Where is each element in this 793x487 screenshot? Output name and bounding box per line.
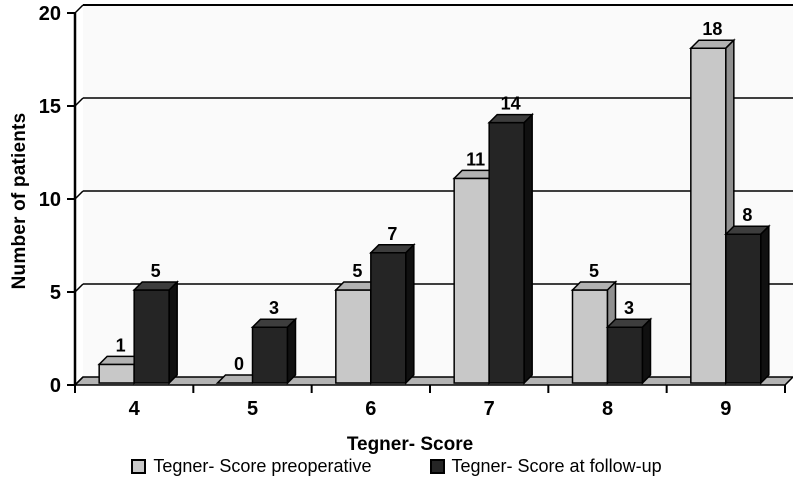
y-tick-label: 10 [39,189,61,211]
legend-item-followup: Tegner- Score at follow-up [429,456,662,477]
legend-swatch-followup-icon [429,459,445,474]
bar-value-label: 5 [352,261,362,281]
y-axis-title: Number of patients [9,112,30,290]
legend-label-followup: Tegner- Score at follow-up [451,456,662,476]
legend-label-preoperative: Tegner- Score preoperative [153,456,372,476]
bar-value-label: 5 [589,261,599,281]
gridlines [83,4,793,285]
x-tick-label: 9 [720,398,731,420]
legend-item-preoperative: Tegner- Score preoperative [131,456,372,477]
bar-5-followup [250,317,298,385]
bar-6-followup [369,242,416,385]
bar-value-label: 7 [387,224,397,244]
bar-value-label: 5 [151,261,161,281]
value-labels: 1 5 0 3 5 7 11 14 5 3 18 8 [116,19,753,374]
axes [67,4,786,393]
bar-7-followup [487,112,534,385]
x-tick-label: 4 [129,398,141,420]
bar-value-label: 14 [501,94,521,114]
y-tick-label: 0 [50,375,61,397]
bar-value-label: 0 [234,354,244,374]
bar-value-label: 8 [742,205,752,225]
x-axis-title: Tegner- Score [346,434,474,455]
chart-legend: Tegner- Score preoperative Tegner- Score… [0,456,793,477]
x-tick-label: 5 [247,398,258,420]
chart-floor [73,376,793,386]
bar-9-followup [724,224,771,385]
y-tick-label: 5 [50,282,61,304]
bar-value-label: 3 [269,298,279,318]
bars [97,38,771,385]
x-tick-label: 8 [602,398,613,420]
y-tick-label: 20 [39,3,61,25]
y-tick-label: 15 [39,96,61,118]
x-tick-label: 7 [484,398,495,420]
x-tick-label: 6 [365,398,376,420]
bar-value-label: 3 [624,298,634,318]
bar-value-label: 18 [702,19,722,39]
bar-4-followup [132,280,179,385]
bar-value-label: 11 [466,149,485,169]
bar-8-followup [605,317,653,385]
bar-value-label: 1 [116,335,126,355]
legend-swatch-preoperative-icon [131,459,147,474]
